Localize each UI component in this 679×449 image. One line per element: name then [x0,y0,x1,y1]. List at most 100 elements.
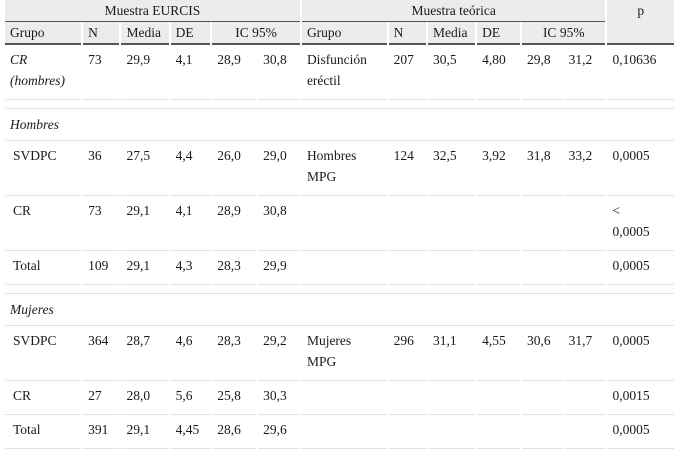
table-row: SVDPC 36 27,5 4,4 26,0 29,0 Hombres MPG 124 32,5 3… [5,141,674,196]
grupo-cell: CR [5,196,82,251]
t-de-cell [477,196,521,251]
t-n-cell [388,196,427,251]
t-ic-hi-cell: 33,2 [563,141,606,196]
p-cell: 0,0005 [607,326,674,381]
t-grupo-cell: Hombres MPG [301,141,387,196]
t-media-cell [428,196,476,251]
t-n-cell: 124 [388,141,427,196]
n-cell: 73 [83,45,120,100]
t-ic-lo-cell [522,196,562,251]
t-grupo-cell [301,415,387,449]
t-ic-lo-cell [522,381,562,415]
col-t-ic: IC 95% [522,22,606,45]
de-cell: 4,4 [170,141,211,196]
t-de-cell: 4,80 [477,45,521,100]
t-ic-lo-cell [522,415,562,449]
t-grupo-cell [301,196,387,251]
table-row: Total 109 29,1 4,3 28,3 29,9 0,0005 [5,251,674,285]
table-row: CR (hombres) 73 29,9 4,1 28,9 30,8 Disfun… [5,45,674,100]
t-grupo-cell [301,251,387,285]
t-n-cell [388,415,427,449]
de-cell: 5,6 [170,381,211,415]
de-cell: 4,6 [170,326,211,381]
p-cell: 0,0015 [607,381,674,415]
ic-lo-cell: 28,9 [212,196,257,251]
de-cell: 4,3 [170,251,211,285]
col-n: N [83,22,120,45]
t-ic-hi-cell: 31,2 [563,45,606,100]
section-row-mujeres: Mujeres [5,294,674,326]
t-n-cell [388,381,427,415]
t-de-cell [477,415,521,449]
table-row: CR 27 28,0 5,6 25,8 30,3 0,0015 [5,381,674,415]
t-n-cell: 296 [388,326,427,381]
p-cell: 0,0005 [607,415,674,449]
ic-hi-cell: 30,8 [258,45,300,100]
media-cell: 29,1 [121,415,169,449]
ic-lo-cell: 28,3 [212,326,257,381]
grupo-cell: SVDPC [5,141,82,196]
t-ic-lo-cell: 31,8 [522,141,562,196]
de-cell: 4,1 [170,196,211,251]
col-ic: IC 95% [212,22,300,45]
t-de-cell: 3,92 [477,141,521,196]
t-ic-hi-cell [563,196,606,251]
t-ic-hi-cell [563,251,606,285]
p-header: p [607,0,674,22]
p-cell: 0,0005 [607,141,674,196]
t-media-cell: 31,1 [428,326,476,381]
grupo-cell: CR [5,381,82,415]
col-t-grupo: Grupo [301,22,387,45]
t-n-cell [388,251,427,285]
t-media-cell [428,415,476,449]
n-cell: 391 [83,415,120,449]
col-media: Media [121,22,169,45]
t-ic-lo-cell: 29,8 [522,45,562,100]
de-cell: 4,1 [170,45,211,100]
t-ic-hi-cell [563,415,606,449]
ic-lo-cell: 28,6 [212,415,257,449]
section-title: Mujeres [5,294,674,326]
ic-hi-cell: 29,6 [258,415,300,449]
n-cell: 27 [83,381,120,415]
table-row: CR 73 29,1 4,1 28,9 30,8 <0,0005 [5,196,674,251]
col-de: DE [170,22,211,45]
t-media-cell [428,251,476,285]
ic-hi-cell: 29,2 [258,326,300,381]
p-cell: 0,10636 [607,45,674,100]
t-de-cell [477,251,521,285]
ic-hi-cell: 29,9 [258,251,300,285]
section-row-hombres: Hombres [5,109,674,141]
col-p [607,22,674,45]
ic-lo-cell: 25,8 [212,381,257,415]
t-media-cell: 32,5 [428,141,476,196]
de-cell: 4,45 [170,415,211,449]
t-de-cell [477,381,521,415]
p-cell: 0,0005 [607,251,674,285]
t-ic-lo-cell: 30,6 [522,326,562,381]
media-cell: 29,9 [121,45,169,100]
ic-hi-cell: 30,3 [258,381,300,415]
t-media-cell [428,381,476,415]
col-t-de: DE [477,22,521,45]
grupo-cell: SVDPC [5,326,82,381]
t-de-cell: 4,55 [477,326,521,381]
media-cell: 29,1 [121,251,169,285]
t-ic-lo-cell [522,251,562,285]
p-cell: <0,0005 [607,196,674,251]
ic-hi-cell: 29,0 [258,141,300,196]
n-cell: 73 [83,196,120,251]
t-grupo-cell [301,381,387,415]
t-grupo-cell: Mujeres MPG [301,326,387,381]
t-ic-hi-cell [563,381,606,415]
t-media-cell: 30,5 [428,45,476,100]
spacer-row [5,100,674,109]
group-header-eurcis: Muestra EURCIS [5,0,300,22]
table-row: Total 391 29,1 4,45 28,6 29,6 0,0005 [5,415,674,449]
n-cell: 109 [83,251,120,285]
ic-lo-cell: 28,3 [212,251,257,285]
n-cell: 36 [83,141,120,196]
media-cell: 29,1 [121,196,169,251]
t-ic-hi-cell: 31,7 [563,326,606,381]
col-t-n: N [388,22,427,45]
